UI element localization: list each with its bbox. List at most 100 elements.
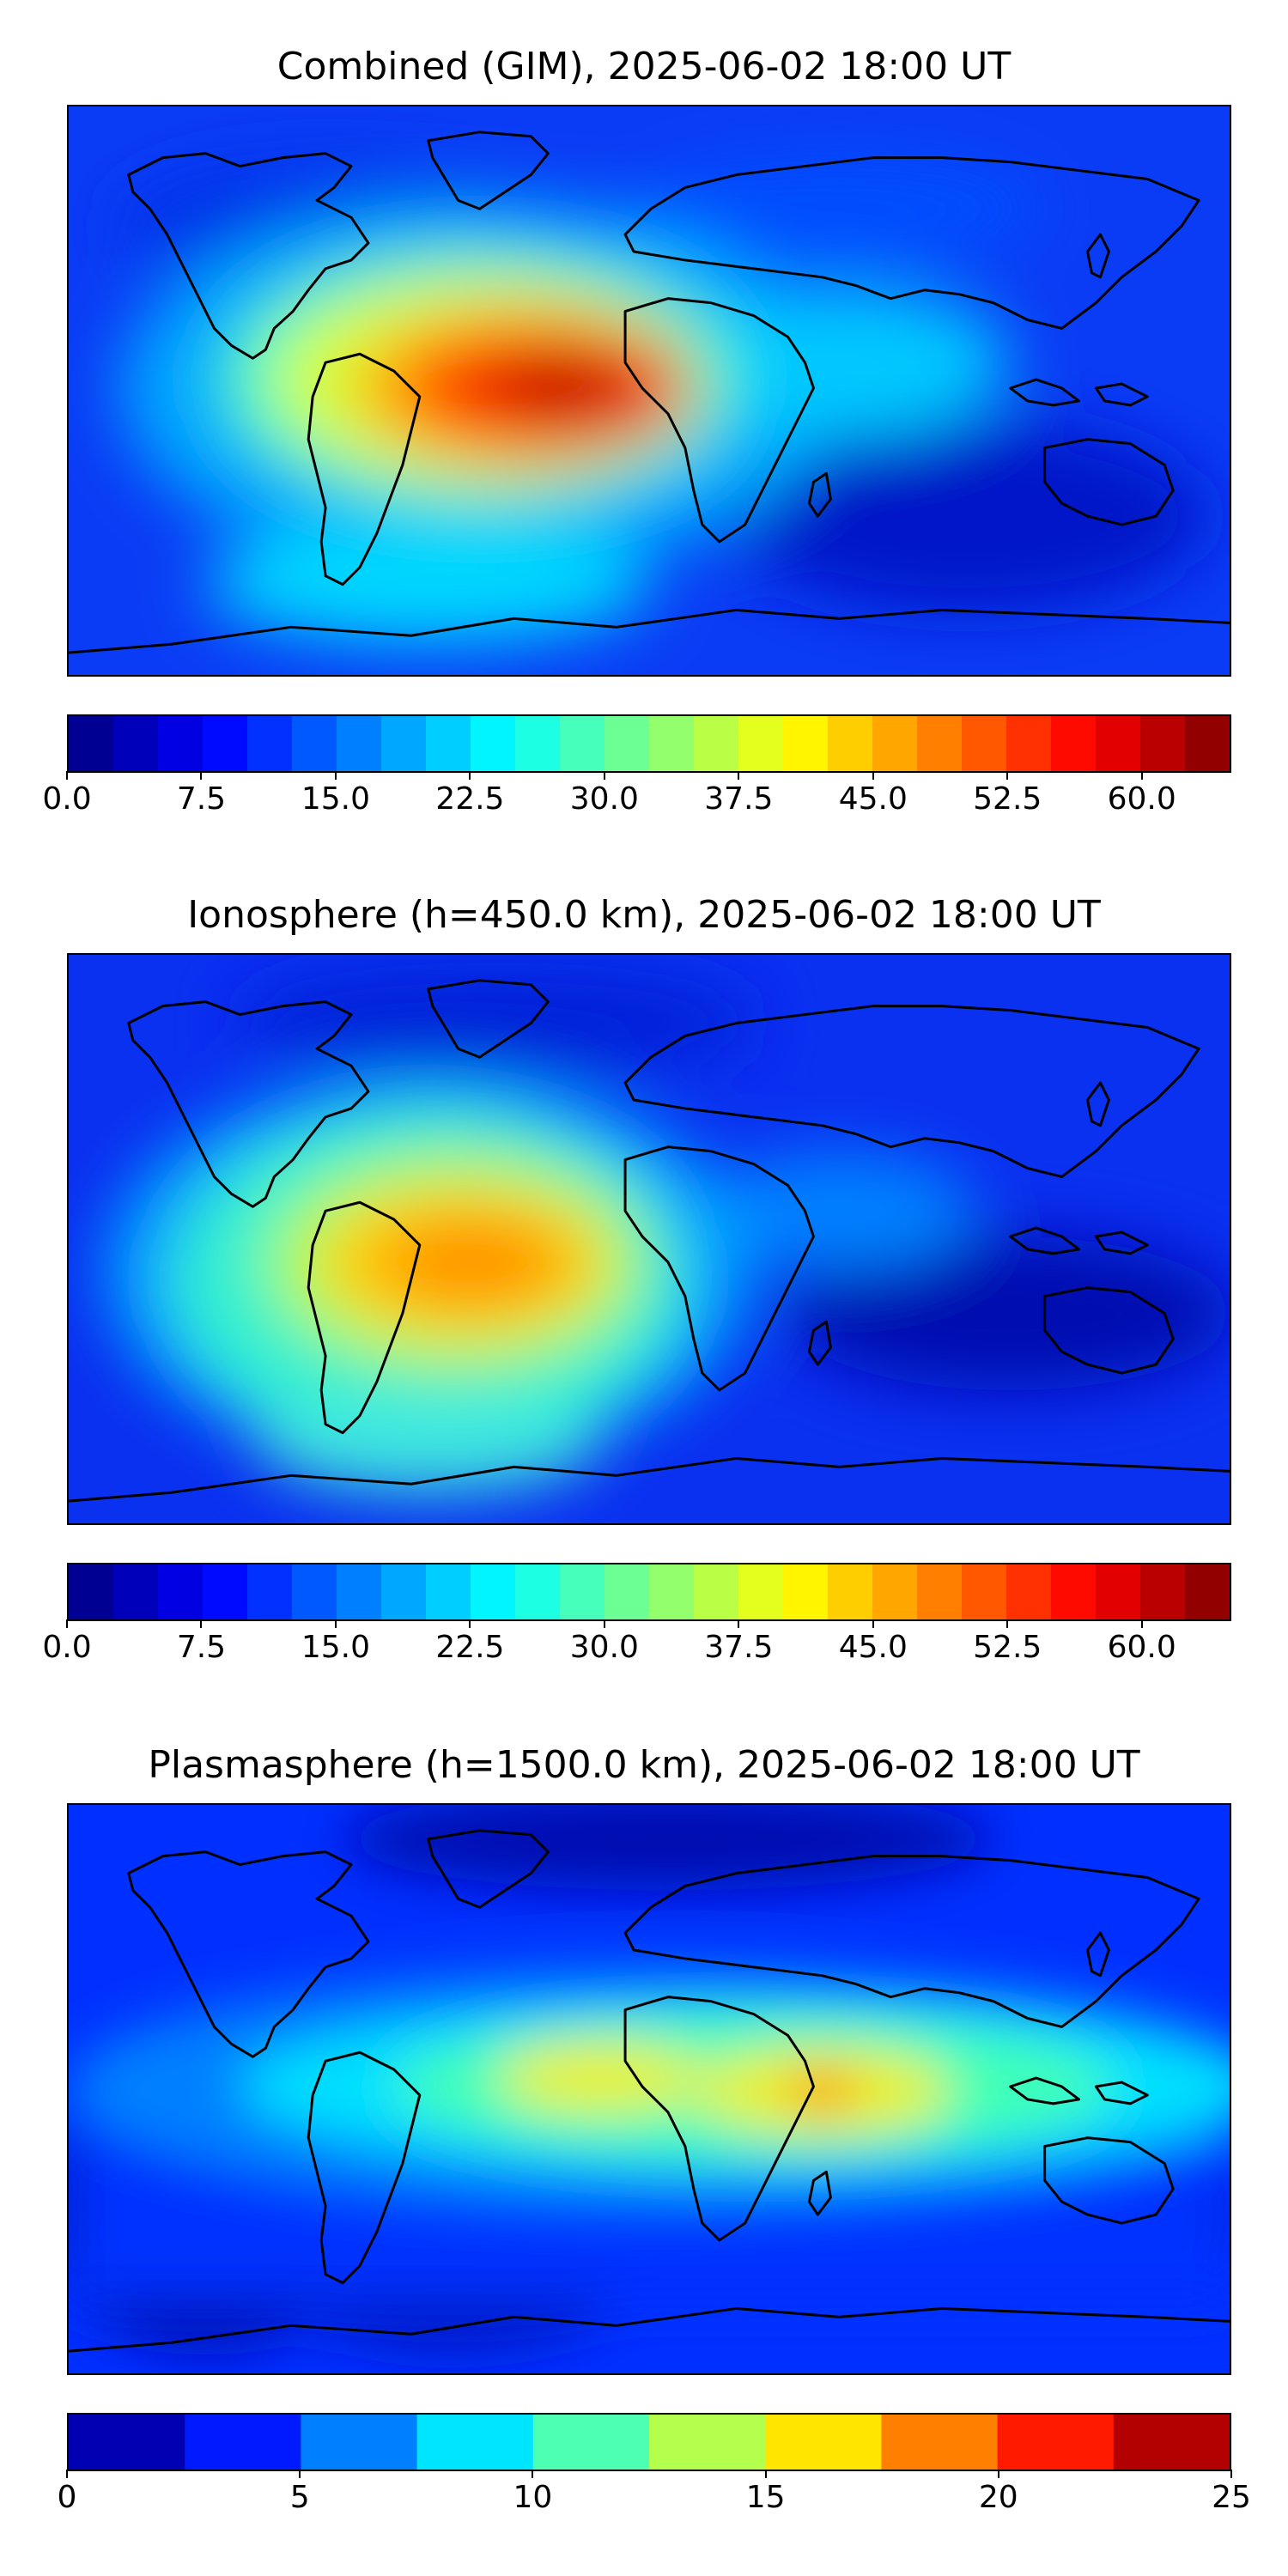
colorbar-tick-label: 52.5 [973, 1630, 1042, 1665]
colorbar-bin [247, 1564, 293, 1619]
colorbar-bin [559, 1564, 605, 1619]
panel-3-title: Plasmasphere (h=1500.0 km), 2025-06-02 1… [148, 1743, 1140, 1787]
colorbar-bin [515, 1564, 561, 1619]
colorbar-bin [828, 1564, 873, 1619]
colorbar-bin [997, 2415, 1115, 2470]
colorbar-tick-mark [1006, 1619, 1009, 1628]
colorbar-tick-label: 30.0 [569, 781, 639, 817]
colorbar-tick-mark [738, 771, 740, 780]
colorbar-tick-mark [334, 771, 337, 780]
colorbar-tick-label: 15.0 [301, 781, 370, 817]
colorbar-tick-label: 7.5 [176, 1630, 227, 1665]
colorbar-bin [738, 1564, 784, 1619]
colorbar-tick-label: 7.5 [176, 781, 227, 817]
panel-1-colorbar [67, 714, 1231, 773]
panel-1-title: Combined (GIM), 2025-06-02 18:00 UT [276, 45, 1012, 88]
colorbar-bin [416, 2415, 534, 2470]
panel-1-map [67, 105, 1231, 677]
colorbar-tick-label: 15 [745, 2480, 786, 2515]
colorbar-tick-mark [1006, 771, 1009, 780]
colorbar-tick-label: 0.0 [42, 1630, 92, 1665]
colorbar-tick-label: 15.0 [301, 1630, 370, 1665]
panel-3-colorbar [67, 2413, 1231, 2471]
colorbar-tick-mark [469, 1619, 471, 1628]
colorbar-bin [649, 716, 695, 771]
colorbar-bin [185, 2415, 301, 2470]
colorbar-bin [782, 1564, 829, 1619]
panel-3-colorbar-ticks: 0 5 10 15 20 25 [58, 2470, 1251, 2521]
colorbar-tick-label: 0 [57, 2480, 77, 2515]
colorbar-bin [962, 716, 1007, 771]
colorbar-bin [1050, 716, 1097, 771]
colorbar-tick-label: 5 [289, 2480, 310, 2515]
colorbar-tick-label: 60.0 [1107, 1630, 1176, 1665]
colorbar-bin [782, 716, 829, 771]
colorbar-tick-mark [1230, 2470, 1232, 2478]
colorbar-tick-label: 10 [513, 2480, 553, 2515]
colorbar-bin [738, 716, 784, 771]
colorbar-bin [1185, 716, 1230, 771]
colorbar-tick-mark [66, 1619, 68, 1628]
colorbar-bin [916, 716, 963, 771]
colorbar-bin [247, 716, 293, 771]
colorbar-tick-mark [532, 2470, 534, 2478]
colorbar-tick-mark [872, 1619, 874, 1628]
colorbar-tick-label: 37.5 [704, 781, 774, 817]
colorbar-tick-mark [603, 1619, 605, 1628]
colorbar-bin [1096, 716, 1141, 771]
colorbar-bin [202, 716, 248, 771]
colorbar-bin [872, 1564, 918, 1619]
colorbar-bin [872, 716, 918, 771]
colorbar-bin [1139, 1564, 1186, 1619]
colorbar-bin [1005, 716, 1052, 771]
colorbar-bin [381, 716, 427, 771]
panel-2-title: Ionosphere (h=450.0 km), 2025-06-02 18:0… [187, 893, 1101, 937]
colorbar-tick-label: 25 [1212, 2480, 1251, 2515]
colorbar-tick-mark [1140, 771, 1143, 780]
colorbar-bin [112, 1564, 159, 1619]
colorbar-tick-mark [764, 2470, 767, 2478]
colorbar-tick-mark [200, 771, 203, 780]
panel-2-colorbar [67, 1563, 1231, 1621]
colorbar-bin [649, 2415, 766, 2470]
colorbar-tick-mark [469, 771, 471, 780]
colorbar-tick-label: 22.5 [435, 1630, 505, 1665]
colorbar-bin [292, 1564, 337, 1619]
colorbar-tick-label: 60.0 [1107, 781, 1176, 817]
colorbar-bin [693, 716, 739, 771]
colorbar-tick-label: 0.0 [42, 781, 92, 817]
panel-2-map [67, 953, 1231, 1525]
colorbar-tick-mark [738, 1619, 740, 1628]
colorbar-bin [828, 716, 873, 771]
colorbar-bin [532, 2415, 650, 2470]
colorbar-bin [69, 2415, 185, 2470]
colorbar-tick-mark [603, 771, 605, 780]
panel-3-map [67, 1803, 1231, 2375]
colorbar-bin [1139, 716, 1186, 771]
colorbar-tick-mark [872, 771, 874, 780]
colorbar-bin [1113, 2415, 1230, 2470]
colorbar-bin [301, 2415, 418, 2470]
colorbar-tick-mark [997, 2470, 999, 2478]
colorbar-bin [292, 716, 337, 771]
colorbar-tick-label: 52.5 [973, 781, 1042, 817]
colorbar-bin [425, 1564, 471, 1619]
colorbar-bin [336, 1564, 382, 1619]
colorbar-tick-label: 45.0 [838, 781, 908, 817]
colorbar-bin [605, 1564, 650, 1619]
colorbar-bin [559, 716, 605, 771]
colorbar-tick-mark [334, 1619, 337, 1628]
colorbar-bin [693, 1564, 739, 1619]
colorbar-tick-label: 30.0 [569, 1630, 639, 1665]
colorbar-tick-mark [200, 1619, 203, 1628]
colorbar-bin [605, 716, 650, 771]
colorbar-bin [881, 2415, 999, 2470]
colorbar-tick-label: 37.5 [704, 1630, 774, 1665]
colorbar-tick-mark [1140, 1619, 1143, 1628]
colorbar-bin [1185, 1564, 1230, 1619]
colorbar-bin [202, 1564, 248, 1619]
panel-1-colorbar-ticks: 0.0 7.5 15.0 22.5 30.0 37.5 45.0 52.5 60.0 [42, 771, 1231, 823]
colorbar-bin [470, 716, 516, 771]
colorbar-bin [425, 716, 471, 771]
colorbar-bin [158, 716, 204, 771]
